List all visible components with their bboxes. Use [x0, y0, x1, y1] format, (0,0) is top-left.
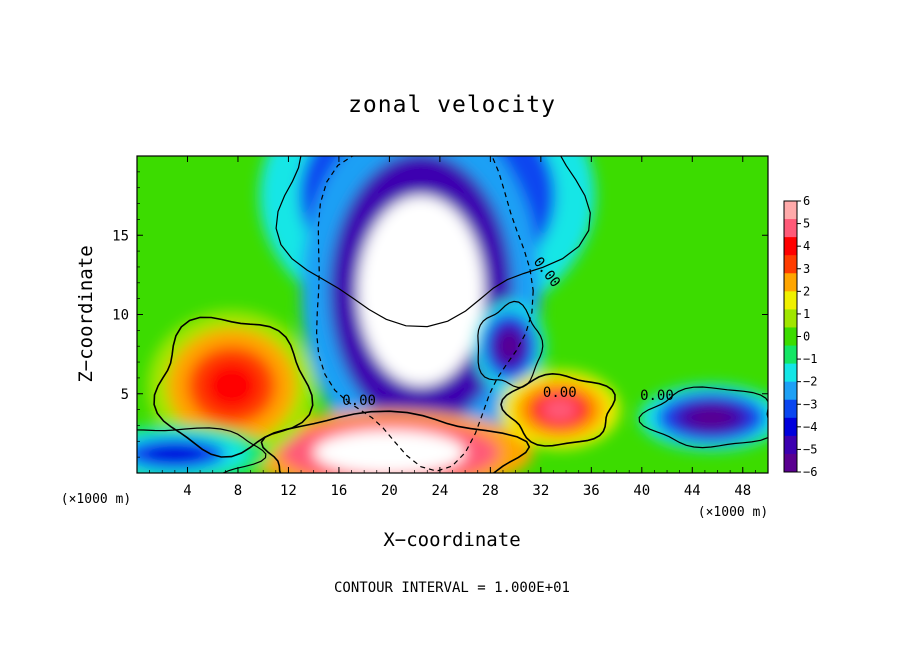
contour-line-0	[275, 156, 591, 328]
colorbar: 6 5 4 3 2 1 0 −1 −2 −3 −4 −5 −6	[783, 194, 817, 479]
contour-lines	[137, 156, 768, 473]
colorbar-tick-label: 2	[803, 284, 810, 298]
colorbar-tick-label: −6	[803, 465, 817, 479]
chart-title: zonal velocity	[348, 92, 556, 118]
y-axis-label: Z−coordinate	[75, 245, 97, 382]
colorbar-tick-label: 0	[803, 330, 810, 344]
contour-line-6	[153, 316, 314, 458]
x-unit-label: (×1000 m)	[698, 505, 768, 520]
colorbar-swatch	[784, 327, 797, 347]
colorbar-swatch	[784, 453, 797, 473]
colorbar-swatch	[784, 363, 797, 383]
colorbar-swatch	[784, 381, 797, 401]
contour-interval-note: CONTOUR INTERVAL = 1.000E+01	[334, 580, 570, 596]
x-tick-label: 4	[183, 483, 191, 499]
y-tick-label: 10	[112, 308, 129, 324]
x-tick-label: 12	[280, 483, 297, 499]
x-tick-label: 16	[330, 483, 347, 499]
x-tick-label: 44	[684, 483, 701, 499]
x-tick-label: 48	[734, 483, 751, 499]
colorbar-tick-label: −5	[803, 442, 817, 456]
x-tick-label: 40	[633, 483, 650, 499]
x-tick-label: 24	[431, 483, 448, 499]
contour-line-5	[638, 386, 768, 449]
y-tick-label: 5	[121, 387, 129, 403]
colorbar-swatch	[784, 237, 797, 256]
x-ticks: 4 8 12 16 20 24 28 32 36 40 44 48	[136, 156, 769, 499]
field-feature-1-ring-3	[383, 233, 459, 348]
colorbar-swatch	[784, 309, 797, 328]
colorbar-swatch	[784, 345, 797, 365]
contour-label-layer: 0.00 0.00 0.000.00	[342, 254, 674, 409]
contour-line-1	[315, 156, 534, 472]
contour-line-7	[137, 427, 267, 473]
colorbar-tick-label: −2	[803, 375, 817, 389]
colorbar-swatch	[784, 435, 797, 455]
field-feature-6-ring-3	[205, 362, 259, 410]
colorbar-tick-label: 4	[803, 239, 810, 253]
colorbar-tick-label: 3	[803, 262, 810, 276]
colorbar-tick-label: −1	[803, 352, 817, 366]
colorbar-swatch	[784, 273, 797, 292]
x-tick-label: 28	[482, 483, 499, 499]
x-tick-label: 8	[234, 483, 242, 499]
colorbar-tick-label: −3	[803, 397, 817, 411]
colorbar-swatch	[784, 201, 797, 220]
y-unit-label: (×1000 m)	[61, 492, 131, 507]
colorbar-tick-label: 5	[803, 217, 810, 231]
field-feature-2-ring-3	[497, 331, 521, 361]
x-tick-label: 20	[381, 483, 398, 499]
y-tick-label: 15	[112, 228, 129, 244]
contour-line-4	[500, 372, 616, 447]
colorbar-swatch	[784, 417, 797, 437]
contour-line-3	[260, 410, 531, 473]
contour-label: 0.00	[543, 385, 577, 401]
colorbar-tick-label: −4	[803, 420, 817, 434]
x-tick-label: 32	[532, 483, 549, 499]
field-feature-5-ring-3	[688, 407, 734, 428]
field-feature-7-ring-3	[144, 444, 206, 464]
plot-area: 0.00 0.00 0.000.00 4 8 12 16 20 24 28 32 36 40 44 48 …	[112, 155, 769, 499]
field-feature-3-ring-3	[343, 439, 435, 466]
colorbar-tick-label: 6	[803, 194, 810, 208]
contour-label: 0.00	[342, 393, 376, 409]
colorbar-swatch	[784, 255, 797, 274]
y-ticks: 5 10 15	[112, 155, 768, 474]
x-tick-label: 36	[583, 483, 600, 499]
colorbar-swatch	[784, 399, 797, 419]
contour-label: 0.00	[640, 388, 674, 404]
field-feature-4-ring-3	[540, 397, 579, 422]
colorbar-swatch	[784, 219, 797, 238]
colorbar-swatch	[784, 291, 797, 310]
colorbar-tick-label: 1	[803, 307, 810, 321]
x-axis-label: X−coordinate	[383, 529, 520, 551]
